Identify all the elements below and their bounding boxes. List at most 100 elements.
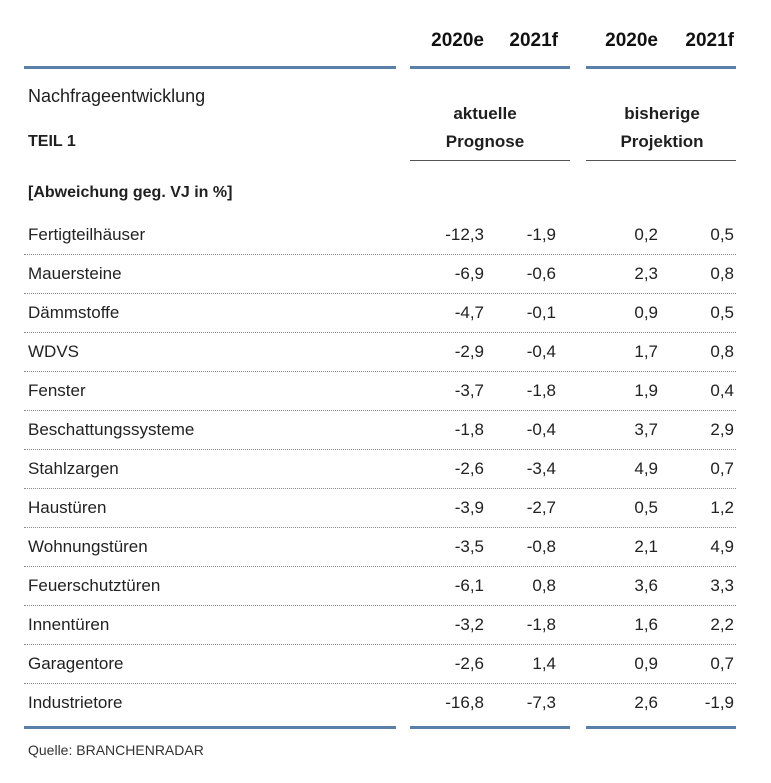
cell-c2020: -3,5: [454, 537, 484, 556]
table-row: WDVS -2,9 -0,4 1,7 0,8: [24, 333, 736, 372]
cell-p2020: 0,9: [634, 303, 658, 322]
table-row: Innentüren -3,2 -1,8 1,6 2,2: [24, 606, 736, 645]
row-label: Mauersteine: [28, 264, 122, 283]
cell-p2021: 3,3: [710, 576, 734, 595]
cell-c2021: -1,8: [526, 381, 556, 400]
table-row: Beschattungssysteme -1,8 -0,4 3,7 2,9: [24, 411, 736, 450]
cell-c2020: -2,6: [454, 459, 484, 478]
cell-c2021: -0,4: [526, 420, 556, 439]
row-label: Haustüren: [28, 498, 107, 517]
cell-c2020: -2,9: [454, 342, 484, 361]
cell-c2020: -1,8: [454, 420, 484, 439]
cell-p2021: 0,5: [710, 225, 734, 244]
table-row: Stahlzargen -2,6 -3,4 4,9 0,7: [24, 450, 736, 489]
cell-p2020: 0,5: [634, 498, 658, 517]
cell-c2020: -12,3: [445, 225, 484, 244]
group-label-previous-line1: bisherige: [624, 104, 700, 123]
cell-c2021: -0,8: [526, 537, 556, 556]
cell-p2020: 2,6: [634, 693, 658, 712]
header-year-previous-2020: 2020e: [605, 30, 658, 51]
cell-c2021: 0,8: [532, 576, 556, 595]
cell-p2020: 3,6: [634, 576, 658, 595]
cell-c2021: -7,3: [526, 693, 556, 712]
table-row: Wohnungstüren -3,5 -0,8 2,1 4,9: [24, 528, 736, 567]
header-year-current-2020: 2020e: [431, 30, 484, 51]
cell-c2020: -6,9: [454, 264, 484, 283]
row-label: Feuerschutztüren: [28, 576, 161, 595]
cell-p2021: 0,8: [710, 342, 734, 361]
group-label-previous: bisherige Projektion: [582, 100, 742, 156]
bottom-rule-current: [410, 726, 570, 729]
group-rule-current: [410, 160, 570, 161]
table-row: Industrietore -16,8 -7,3 2,6 -1,9: [24, 684, 736, 722]
cell-c2021: -3,4: [526, 459, 556, 478]
group-rule-previous: [586, 160, 736, 161]
cell-c2021: -0,4: [526, 342, 556, 361]
table-row: Dämmstoffe -4,7 -0,1 0,9 0,5: [24, 294, 736, 333]
table-row: Haustüren -3,9 -2,7 0,5 1,2: [24, 489, 736, 528]
cell-c2020: -3,9: [454, 498, 484, 517]
cell-p2020: 3,7: [634, 420, 658, 439]
top-rule-current: [410, 66, 570, 69]
cell-p2021: 4,9: [710, 537, 734, 556]
row-label: WDVS: [28, 342, 79, 361]
row-label: Garagentore: [28, 654, 124, 673]
cell-p2021: 0,7: [710, 654, 734, 673]
cell-c2021: 1,4: [532, 654, 556, 673]
table-row: Fertigteilhäuser -12,3 -1,9 0,2 0,5: [24, 216, 736, 255]
row-label: Innentüren: [28, 615, 110, 634]
row-label: Industrietore: [28, 693, 123, 712]
cell-p2020: 2,3: [634, 264, 658, 283]
row-label: Fenster: [28, 381, 86, 400]
row-label: Stahlzargen: [28, 459, 119, 478]
cell-c2021: -1,9: [526, 225, 556, 244]
cell-c2020: -3,7: [454, 381, 484, 400]
group-label-current-line2: Prognose: [445, 132, 525, 151]
row-label: Beschattungssysteme: [28, 420, 195, 439]
group-label-current-line1: aktuelle: [453, 104, 517, 123]
cell-p2021: 0,8: [710, 264, 734, 283]
source-note: Quelle: BRANCHENRADAR: [28, 742, 204, 758]
cell-p2021: 2,2: [710, 615, 734, 634]
header-year-previous-2021: 2021f: [685, 30, 734, 51]
bottom-rule-label-column: [24, 726, 396, 729]
cell-c2021: -2,7: [526, 498, 556, 517]
cell-p2021: 1,2: [710, 498, 734, 517]
row-label: Wohnungstüren: [28, 537, 148, 556]
cell-p2020: 2,1: [634, 537, 658, 556]
table-row: Fenster -3,7 -1,8 1,9 0,4: [24, 372, 736, 411]
cell-c2020: -16,8: [445, 693, 484, 712]
row-label: Dämmstoffe: [28, 303, 120, 322]
header-year-current-2021: 2021f: [509, 30, 558, 51]
group-label-current: aktuelle Prognose: [405, 100, 565, 156]
top-rule-previous: [586, 66, 736, 69]
table-row: Feuerschutztüren -6,1 0,8 3,6 3,3: [24, 567, 736, 606]
cell-c2021: -0,1: [526, 303, 556, 322]
table-row: Mauersteine -6,9 -0,6 2,3 0,8: [24, 255, 736, 294]
cell-p2021: 2,9: [710, 420, 734, 439]
top-rule-label-column: [24, 66, 396, 69]
cell-p2020: 1,9: [634, 381, 658, 400]
cell-p2020: 0,9: [634, 654, 658, 673]
unit-label: [Abweichung geg. VJ in %]: [28, 184, 233, 201]
cell-p2021: 0,5: [710, 303, 734, 322]
cell-p2020: 1,6: [634, 615, 658, 634]
cell-c2020: -4,7: [454, 303, 484, 322]
cell-c2020: -3,2: [454, 615, 484, 634]
cell-p2021: 0,4: [710, 381, 734, 400]
table-subtitle: TEIL 1: [28, 133, 76, 150]
cell-p2020: 1,7: [634, 342, 658, 361]
cell-c2021: -0,6: [526, 264, 556, 283]
cell-p2021: -1,9: [704, 693, 734, 712]
table-title: Nachfrageentwicklung: [28, 86, 206, 106]
cell-c2020: -6,1: [454, 576, 484, 595]
group-label-previous-line2: Projektion: [620, 132, 704, 151]
table-row: Garagentore -2,6 1,4 0,9 0,7: [24, 645, 736, 684]
bottom-rule-previous: [586, 726, 736, 729]
cell-p2020: 4,9: [634, 459, 658, 478]
cell-c2021: -1,8: [526, 615, 556, 634]
cell-c2020: -2,6: [454, 654, 484, 673]
cell-p2021: 0,7: [710, 459, 734, 478]
cell-p2020: 0,2: [634, 225, 658, 244]
row-label: Fertigteilhäuser: [28, 225, 146, 244]
